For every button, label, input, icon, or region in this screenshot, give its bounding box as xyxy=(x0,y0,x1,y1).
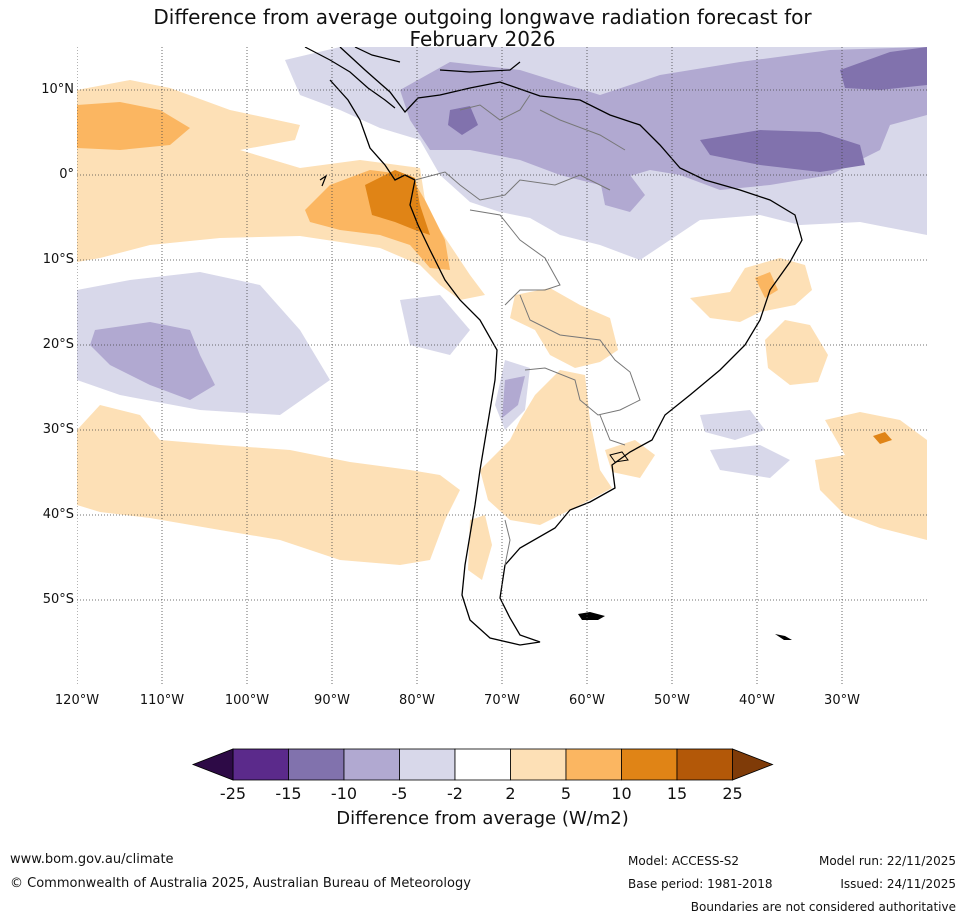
south-america-coastline xyxy=(329,47,803,646)
colorbar-tick-label: 15 xyxy=(666,784,688,803)
colorbar-tick-label: -25 xyxy=(219,784,247,803)
gridlines xyxy=(77,47,927,685)
lon-label-110w: 110°W xyxy=(139,693,185,708)
positive-anomaly-patagonia xyxy=(468,515,492,580)
colorbar-tick-label: 2 xyxy=(505,784,516,803)
positive-anomaly-argentina xyxy=(480,370,612,525)
lat-label-30s: 30°S xyxy=(42,422,74,437)
footer-model: Model: ACCESS-S2 xyxy=(628,854,740,868)
lat-label-50s: 50°S xyxy=(42,592,74,607)
lon-label-60w: 60°W xyxy=(569,693,605,708)
lon-label-120w: 120°W xyxy=(54,693,100,708)
lat-label-40s: 40°S xyxy=(42,507,74,522)
negative-anomaly-region-atlantic xyxy=(700,410,790,478)
lon-label-50w: 50°W xyxy=(654,693,690,708)
footer-model-run: Model run: 22/11/2025 xyxy=(818,854,956,868)
negative-anomaly-core-andes xyxy=(502,376,525,418)
positive-anomaly-uruguay xyxy=(605,440,655,478)
positive-anomaly-south-pacific xyxy=(77,405,460,565)
lon-label-40w: 40°W xyxy=(739,693,775,708)
map-title-line-2: February 2026 xyxy=(409,27,556,51)
lon-label-70w: 70°W xyxy=(484,693,520,708)
footer-website: www.bom.gov.au/climate xyxy=(10,852,174,867)
negative-anomaly-region-central xyxy=(400,295,470,355)
country-borders xyxy=(414,94,641,566)
lon-label-90w: 90°W xyxy=(314,693,350,708)
colorbar-tick-label: 10 xyxy=(611,784,632,803)
colorbar-tick-label: 5 xyxy=(560,784,572,803)
colorbar-tick-label: 25 xyxy=(722,784,743,803)
strong-negative-anomaly-caribbean xyxy=(840,47,927,90)
strong-negative-anomaly-venezuela xyxy=(448,106,478,135)
positive-anomaly-bolivia xyxy=(510,288,618,368)
lon-label-80w: 80°W xyxy=(399,693,435,708)
lat-label-10n: 10°N xyxy=(41,82,74,97)
footer-base-period: Base period: 1981-2018 xyxy=(628,877,773,891)
lat-label-20s: 20°S xyxy=(42,337,74,352)
positive-anomaly-south-atlantic-east xyxy=(815,412,927,540)
map-title-line-1: Difference from average outgoing longwav… xyxy=(153,5,812,29)
central-america-coastline xyxy=(304,47,521,187)
negative-anomaly-core-brazil xyxy=(600,175,645,212)
moderate-positive-anomaly-brazil xyxy=(755,272,778,298)
lagoon-outline xyxy=(609,451,629,463)
strong-negative-anomaly-atlantic xyxy=(700,130,865,172)
colorbar-tick-label: -10 xyxy=(330,784,358,803)
lat-label-0: 0° xyxy=(59,167,74,182)
south-georgia xyxy=(775,634,792,640)
footer-disclaimer: Boundaries are not considered authoritat… xyxy=(690,900,956,914)
footer-issued: Issued: 24/11/2025 xyxy=(840,877,956,891)
falkland-islands xyxy=(578,612,605,620)
lon-label-30w: 30°W xyxy=(824,693,860,708)
colorbar-tick-label: -15 xyxy=(275,784,302,803)
lat-label-10s: 10°S xyxy=(42,252,74,267)
positive-anomaly-south-atlantic xyxy=(765,320,828,385)
footer-copyright: © Commonwealth of Australia 2025, Austra… xyxy=(10,876,471,891)
colorbar-tick-label: -2 xyxy=(447,784,463,803)
strong-positive-anomaly-atlantic xyxy=(873,432,892,444)
negative-anomaly-core-pacific xyxy=(90,322,215,400)
colorbar-tick-label: -5 xyxy=(391,784,408,803)
lon-label-100w: 100°W xyxy=(224,693,270,708)
colorbar-title: Difference from average (W/m2) xyxy=(336,808,629,829)
